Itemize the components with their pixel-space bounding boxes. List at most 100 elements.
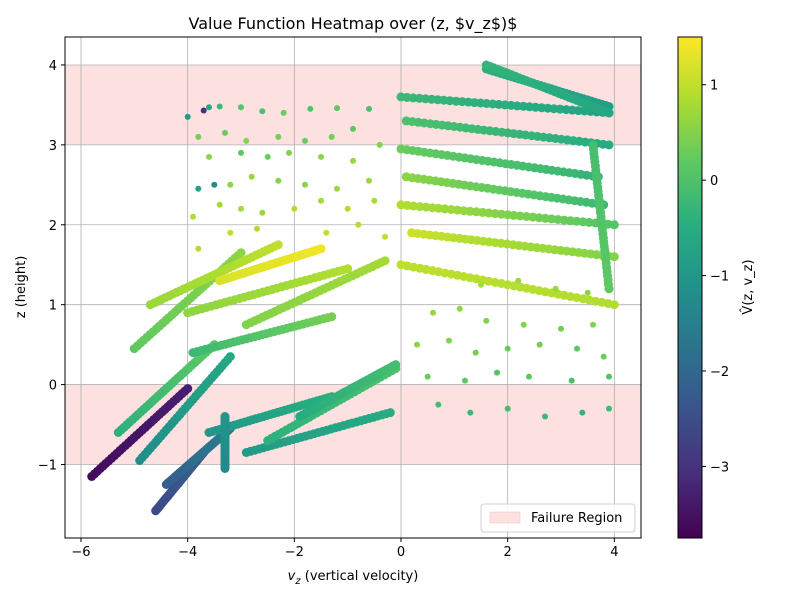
colorbar: 1 0 −1 −2 −3 V̂(z, v_z) <box>677 36 756 539</box>
scatter-point <box>216 201 223 208</box>
y-axis-ticks: −1 0 1 2 3 4 <box>38 59 65 473</box>
scatter-point <box>206 104 212 111</box>
x-axis-title-sub: z <box>294 576 301 587</box>
scatter-point <box>435 401 442 408</box>
scatter-point <box>222 129 228 136</box>
x-tick-label: 2 <box>504 545 512 560</box>
trajectory-point <box>609 252 619 262</box>
scatter-point <box>355 221 362 228</box>
scatter-point <box>227 181 234 188</box>
y-tick-label: −1 <box>38 458 57 473</box>
trajectory-point <box>609 220 619 230</box>
scatter-point <box>424 373 431 380</box>
trajectory-point <box>604 284 614 294</box>
trajectory-point <box>273 240 283 250</box>
trajectory-point <box>385 408 395 418</box>
trajectory-point <box>391 360 401 370</box>
x-axis-title: vz (vertical velocity) <box>288 569 419 587</box>
x-axis-title-rest: (vertical velocity) <box>301 569 419 584</box>
scatter-point <box>190 213 196 220</box>
scatter-point <box>542 413 548 420</box>
scatter-point <box>206 153 212 160</box>
scatter-point <box>472 349 479 356</box>
trajectory-point <box>380 256 390 266</box>
colorbar-tick-label: 0 <box>710 174 718 189</box>
trajectory-point <box>343 264 353 274</box>
scatter-point <box>307 105 314 112</box>
scatter-point <box>264 153 271 160</box>
x-tick-label: 4 <box>610 545 618 560</box>
scatter-point <box>552 285 559 292</box>
colorbar-tick-label: 1 <box>710 79 718 94</box>
scatter-point <box>584 289 591 296</box>
scatter-point <box>568 377 575 384</box>
scatter-point <box>227 229 234 236</box>
scatter-point <box>536 341 543 348</box>
trajectory-point <box>225 352 235 362</box>
scatter-point <box>494 369 500 376</box>
y-tick-label: 0 <box>49 379 57 394</box>
colorbar-tick-label: −3 <box>710 460 729 475</box>
scatter-point <box>366 177 372 184</box>
scatter-point <box>504 345 511 352</box>
scatter-point <box>318 153 324 160</box>
scatter-point <box>211 181 218 188</box>
scatter-point <box>600 353 607 360</box>
scatter-point <box>526 373 532 380</box>
y-tick-label: 2 <box>49 219 57 234</box>
colorbar-tick-label: −1 <box>710 270 729 285</box>
scatter-point <box>238 205 244 212</box>
scatter-point <box>430 309 436 316</box>
scatter-point <box>520 321 527 328</box>
trajectory-point <box>183 384 193 394</box>
scatter-point <box>350 125 356 132</box>
scatter-point <box>323 229 330 236</box>
trajectory-point <box>604 140 614 150</box>
x-axis-ticks: −6 −4 −2 0 2 4 <box>71 538 618 560</box>
scatter-point <box>462 377 468 384</box>
scatter-points-layer <box>87 60 619 516</box>
scatter-point <box>259 108 266 115</box>
trajectory-point <box>327 312 337 322</box>
scatter-point <box>467 409 474 416</box>
scatter-point <box>286 149 292 156</box>
scatter-point <box>195 245 202 252</box>
scatter-point <box>504 405 511 412</box>
scatter-point <box>456 305 463 312</box>
scatter-point <box>414 341 420 348</box>
scatter-point <box>334 105 340 112</box>
scatter-point <box>382 233 388 240</box>
scatter-point <box>334 185 340 192</box>
scatter-point <box>291 205 298 212</box>
colorbar-title: V̂(z, v_z) <box>741 259 756 314</box>
scatter-point <box>558 325 564 332</box>
x-tick-label: −4 <box>178 545 197 560</box>
scatter-point <box>376 141 383 148</box>
trajectory-point <box>604 108 614 118</box>
scatter-point <box>318 197 324 204</box>
legend-label: Failure Region <box>531 511 622 526</box>
legend-swatch <box>489 511 521 524</box>
scatter-point <box>195 133 202 140</box>
colorbar-tick-label: −2 <box>710 365 729 380</box>
scatter-point <box>184 113 191 120</box>
scatter-point <box>259 209 266 216</box>
scatter-point <box>606 405 612 412</box>
scatter-point <box>200 107 207 114</box>
scatter-point <box>275 177 282 184</box>
colorbar-gradient <box>677 36 703 539</box>
scatter-point <box>366 105 372 112</box>
scatter-point <box>478 281 484 288</box>
scatter-point <box>574 345 580 352</box>
x-axis-title-var: v <box>288 569 296 584</box>
x-tick-label: −2 <box>285 545 304 560</box>
scatter-point <box>579 409 586 416</box>
legend-box <box>480 503 636 533</box>
trajectory-point <box>609 300 619 310</box>
scatter-point <box>515 277 522 284</box>
scatter-point <box>350 157 356 164</box>
scatter-point <box>248 173 255 180</box>
y-axis-title: z (height) <box>14 256 29 319</box>
scatter-point <box>238 104 244 111</box>
